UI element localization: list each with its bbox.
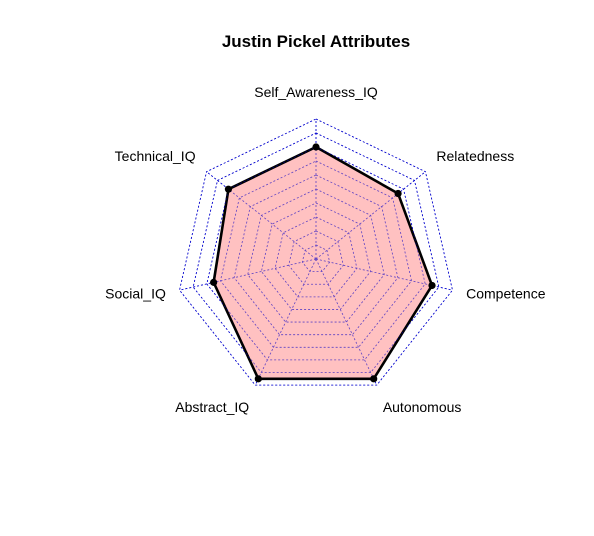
grid-ring-2-overlay <box>288 230 344 285</box>
grid-spoke-6-overlay <box>206 171 317 260</box>
grid-ring-3-overlay <box>274 216 358 298</box>
axis-label-self-awareness-iq: Self_Awareness_IQ <box>254 84 378 100</box>
grid-ring-9-overlay <box>192 132 440 373</box>
grid-ring-5-overlay <box>247 188 385 323</box>
data-point-relatedness <box>394 189 402 198</box>
grid-ring-10-overlay <box>179 118 453 386</box>
radar-grid-overlay <box>179 118 453 386</box>
data-area <box>212 145 434 381</box>
data-point-autonomous <box>370 375 378 383</box>
chart-title: Justin Pickel Attributes <box>222 32 410 51</box>
data-point-abstract_iq <box>254 375 262 383</box>
axis-label-abstract-iq: Abstract_IQ <box>175 399 249 415</box>
grid-spoke-4-overlay <box>254 258 317 386</box>
axis-label-relatedness: Relatedness <box>436 148 514 164</box>
axis-label-social-iq: Social_IQ <box>105 285 166 301</box>
data-point-technical_iq <box>224 185 233 193</box>
axis-label-autonomous: Autonomous <box>383 399 462 415</box>
data-point-competence <box>428 281 436 290</box>
grid-ring-7-overlay <box>220 160 412 348</box>
data-point-social_iq <box>210 278 218 286</box>
axis-label-competence: Competence <box>466 285 546 301</box>
radar-data <box>179 118 453 386</box>
axis-labels: Self_Awareness_IQ Relatedness Competence Au… <box>105 84 546 415</box>
grid-ring-8-overlay <box>206 146 426 361</box>
data-point-self_awareness_iq <box>312 143 320 151</box>
grid-ring-4-overlay <box>260 202 372 310</box>
grid-spoke-1-overlay <box>315 171 426 260</box>
grid-ring-6-overlay <box>233 174 399 336</box>
grid-spoke-3-overlay <box>315 258 378 386</box>
axis-label-technical-iq: Technical_IQ <box>115 148 196 164</box>
grid-spoke-5-overlay <box>179 258 317 291</box>
